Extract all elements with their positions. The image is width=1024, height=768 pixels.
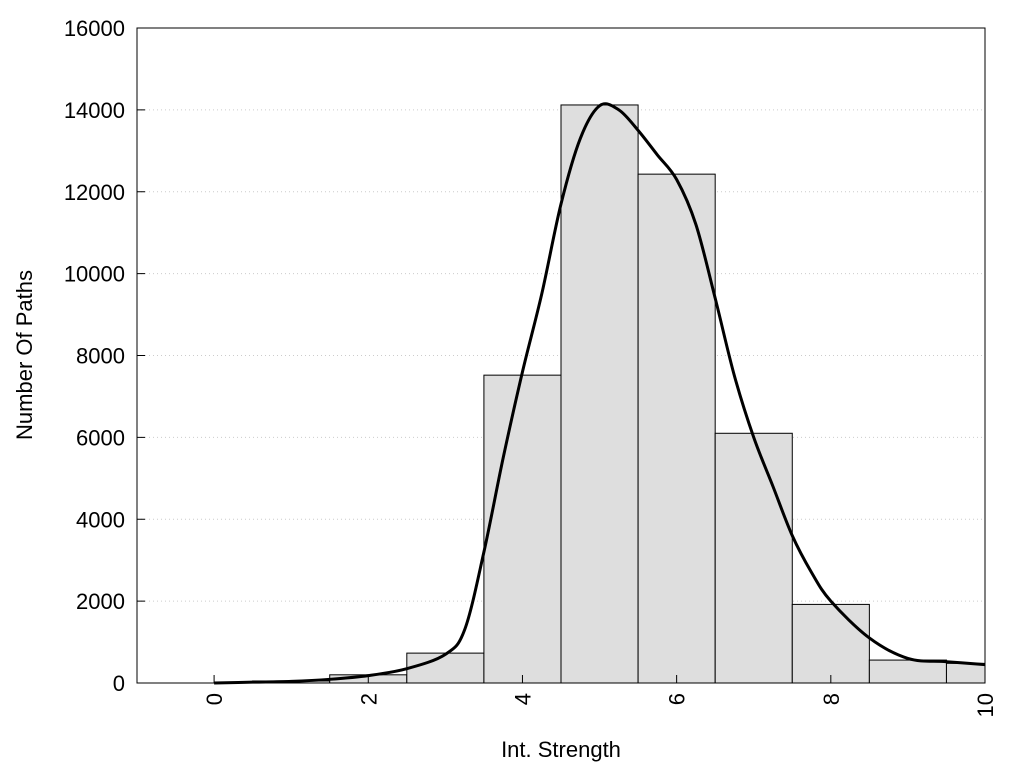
x-tick-label-10: 10: [973, 693, 998, 717]
bar-8: [791, 603, 870, 684]
x-tick-label-0: 0: [202, 693, 227, 705]
y-tick-label-10000: 10000: [64, 262, 125, 287]
x-axis-ticks: 0 2 4 6 8 10: [202, 675, 998, 717]
bar-10: [945, 662, 986, 684]
y-tick-label-16000: 16000: [64, 16, 125, 41]
x-tick-label-6: 6: [665, 693, 690, 705]
bar-5: [560, 104, 639, 684]
x-axis-title: Int. Strength: [501, 737, 621, 762]
y-tick-label-2000: 2000: [76, 589, 125, 614]
y-axis-title: Number Of Paths: [12, 270, 37, 440]
x-tick-label-8: 8: [819, 693, 844, 705]
y-tick-label-8000: 8000: [76, 344, 125, 369]
y-tick-label-6000: 6000: [76, 425, 125, 450]
y-tick-label-0: 0: [113, 671, 125, 696]
bars: [252, 104, 986, 684]
y-axis-ticks: 0 2000 4000 6000 8000 10000 12000 14000 16000: [64, 16, 145, 696]
density-curve: [214, 102, 986, 685]
y-tick-label-14000: 14000: [64, 98, 125, 123]
y-tick-label-12000: 12000: [64, 180, 125, 205]
density-curve-layer: [214, 102, 986, 685]
bar-9: [868, 659, 947, 684]
y-tick-label-4000: 4000: [76, 507, 125, 532]
bar-7: [714, 432, 793, 684]
bar-4: [483, 374, 562, 684]
x-tick-label-2: 2: [356, 693, 381, 705]
bar-6: [637, 173, 716, 684]
x-tick-label-4: 4: [510, 693, 535, 705]
bar-3: [406, 652, 485, 684]
